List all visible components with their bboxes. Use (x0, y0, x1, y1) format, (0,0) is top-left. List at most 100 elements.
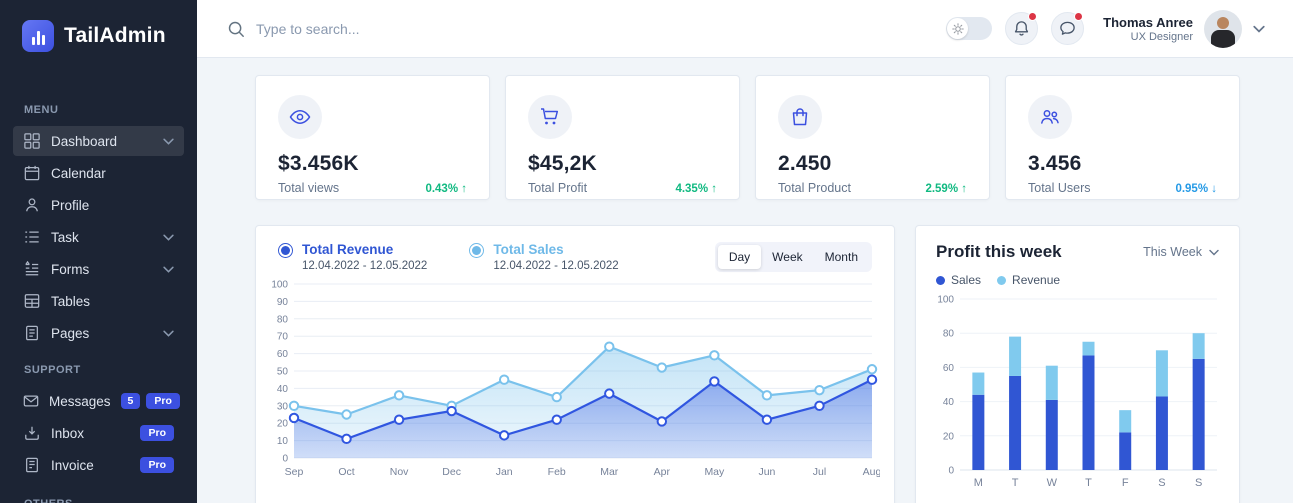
profile-icon (23, 196, 41, 214)
stat-cards-row: $3.456K Total views 0.43% ↑ $45,2K Total… (255, 75, 1240, 200)
pro-badge: Pro (140, 424, 174, 442)
calendar-icon (23, 164, 41, 182)
user-role: UX Designer (1130, 30, 1193, 43)
svg-text:20: 20 (943, 431, 955, 442)
eye-icon (278, 95, 322, 139)
search-icon (228, 21, 244, 37)
stat-delta: 0.43% ↑ (425, 183, 467, 195)
svg-text:Jan: Jan (496, 466, 513, 478)
sidebar-item-task[interactable]: Task (13, 222, 184, 252)
legend-revenue[interactable]: Revenue (997, 273, 1060, 287)
svg-text:90: 90 (277, 297, 289, 308)
svg-text:May: May (704, 466, 725, 478)
bell-icon (1015, 21, 1029, 36)
sidebar-section-others: OTHERS (0, 498, 197, 503)
range-button-month[interactable]: Month (814, 245, 869, 269)
stat-label: Total views (278, 181, 340, 195)
range-button-day[interactable]: Day (717, 245, 762, 269)
sidebar-item-inbox[interactable]: Inbox Pro (13, 418, 184, 448)
stat-value: $45,2K (528, 152, 597, 175)
app-logo[interactable]: TailAdmin (0, 20, 197, 52)
messages-button[interactable] (1051, 12, 1085, 45)
svg-text:S: S (1195, 477, 1202, 489)
svg-text:100: 100 (937, 295, 954, 306)
invoice-icon (23, 456, 41, 474)
stat-card-total-profit: $45,2K Total Profit 4.35% ↑ (505, 75, 740, 200)
sidebar: TailAdmin MENU Dashboard Calendar Profil… (0, 0, 197, 503)
range-button-week[interactable]: Week (761, 245, 813, 269)
user-menu[interactable]: Thomas Anree UX Designer (1103, 9, 1265, 48)
dot-icon (936, 275, 945, 285)
svg-text:100: 100 (272, 280, 288, 291)
sidebar-item-forms[interactable]: Forms (13, 254, 184, 284)
bag-icon (778, 95, 822, 139)
svg-text:Nov: Nov (390, 466, 409, 478)
svg-text:Sep: Sep (285, 466, 304, 478)
pro-badge: Pro (140, 456, 174, 474)
stat-card-total-product: 2.450 Total Product 2.59% ↑ (755, 75, 990, 200)
radio-icon (469, 243, 485, 258)
profit-title: Profit this week (936, 242, 1062, 261)
stat-label: Total Profit (528, 181, 588, 195)
avatar (1204, 9, 1242, 48)
search-input[interactable] (256, 20, 576, 37)
sidebar-item-label: Profile (51, 197, 90, 213)
notifications-button[interactable] (1005, 12, 1039, 45)
sidebar-item-calendar[interactable]: Calendar (13, 158, 184, 188)
stat-card-total-views: $3.456K Total views 0.43% ↑ (255, 75, 490, 200)
svg-text:T: T (1085, 477, 1092, 489)
legend-sales[interactable]: Sales (936, 273, 981, 287)
user-name: Thomas Anree (1103, 14, 1193, 30)
svg-text:Dec: Dec (442, 466, 461, 478)
stat-value: 2.450 (778, 152, 832, 175)
sidebar-item-pages[interactable]: Pages (13, 318, 184, 348)
task-icon (23, 228, 41, 246)
chevron-down-icon (163, 266, 174, 273)
messages-icon (23, 392, 39, 410)
forms-icon (23, 260, 41, 278)
stat-delta: 2.59% ↑ (925, 183, 967, 195)
sidebar-item-profile[interactable]: Profile (13, 190, 184, 220)
sidebar-item-invoice[interactable]: Invoice Pro (13, 450, 184, 480)
svg-text:40: 40 (943, 397, 955, 408)
legend-total-revenue[interactable]: Total Revenue 12.04.2022 - 12.05.2022 (278, 242, 427, 272)
svg-text:50: 50 (277, 367, 289, 378)
svg-text:60: 60 (943, 363, 955, 374)
legend-title: Total Revenue (302, 242, 394, 257)
chevron-down-icon (163, 234, 174, 241)
stat-delta: 4.35% ↑ (675, 183, 717, 195)
stat-label: Total Users (1028, 181, 1091, 195)
dark-mode-toggle[interactable] (946, 17, 993, 40)
stat-delta: 0.95% ↓ (1175, 183, 1217, 195)
app-name: TailAdmin (64, 24, 166, 47)
sidebar-item-label: Tables (51, 293, 91, 309)
notification-dot (1028, 12, 1038, 21)
svg-text:80: 80 (277, 314, 289, 325)
dashboard-icon (23, 132, 41, 150)
sidebar-item-label: Calendar (51, 165, 106, 181)
svg-text:40: 40 (277, 384, 289, 395)
cart-icon (528, 95, 572, 139)
profit-bar-chart[interactable]: 100 80 60 40 20 0 M T W T F S S (936, 291, 1229, 494)
sidebar-item-dashboard[interactable]: Dashboard (13, 126, 184, 156)
main-content: $3.456K Total views 0.43% ↑ $45,2K Total… (197, 58, 1293, 503)
revenue-chart-card: Total Revenue 12.04.2022 - 12.05.2022 To… (255, 225, 895, 503)
svg-text:F: F (1122, 477, 1129, 489)
inbox-icon (23, 424, 41, 442)
svg-text:0: 0 (282, 454, 288, 465)
dot-icon (997, 275, 1007, 285)
sidebar-item-tables[interactable]: Tables (13, 286, 184, 316)
svg-text:Jul: Jul (813, 466, 826, 478)
pages-icon (23, 324, 41, 342)
sidebar-section-menu: MENU (24, 104, 59, 116)
sidebar-item-label: Inbox (51, 425, 85, 441)
sun-icon (947, 18, 969, 39)
dropdown-value: This Week (1143, 245, 1202, 259)
svg-text:Jun: Jun (758, 466, 775, 478)
svg-text:W: W (1047, 477, 1058, 489)
week-dropdown[interactable]: This Week (1143, 245, 1219, 259)
svg-text:0: 0 (948, 466, 954, 477)
legend-total-sales[interactable]: Total Sales 12.04.2022 - 12.05.2022 (469, 242, 619, 272)
sidebar-item-messages[interactable]: Messages 5 Pro (13, 386, 184, 416)
